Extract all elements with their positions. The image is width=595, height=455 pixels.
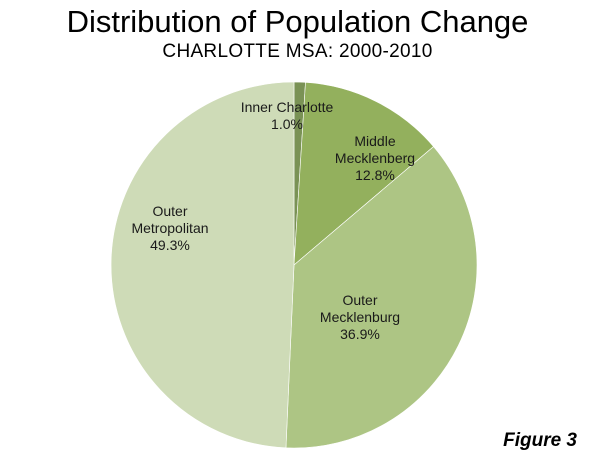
- slice-label: Outer Metropolitan 49.3%: [131, 203, 208, 253]
- pie-slices: [110, 81, 478, 449]
- slice-label-line: Outer: [342, 292, 377, 308]
- slice-label: Middle Mecklenberg 12.8%: [335, 133, 415, 183]
- slice-label-line: Outer: [152, 203, 187, 219]
- slice-label-line: 49.3%: [150, 237, 190, 253]
- slice-label-line: Metropolitan: [131, 220, 208, 236]
- chart-title: Distribution of Population Change: [66, 4, 529, 39]
- slice-label-line: Mecklenberg: [335, 150, 415, 166]
- pie-labels: Inner Charlotte 1.0%Middle Mecklenberg 12.8…: [131, 99, 415, 342]
- figure-label: Figure 3: [503, 430, 577, 451]
- slice-label: Inner Charlotte 1.0%: [241, 99, 334, 132]
- pie-slice: [285, 146, 478, 449]
- slice-label-line: 1.0%: [271, 116, 303, 132]
- slice-label-line: 12.8%: [355, 167, 395, 183]
- slice-label-line: Middle: [354, 133, 395, 149]
- slice-label-line: Mecklenburg: [320, 309, 400, 325]
- pie-slice: [293, 82, 434, 266]
- pie-slice: [110, 81, 295, 449]
- chart-subtitle: CHARLOTTE MSA: 2000-2010: [162, 41, 433, 62]
- slice-label: Outer Mecklenburg 36.9%: [320, 292, 400, 342]
- slice-label-line: 36.9%: [340, 326, 380, 342]
- slice-label-line: Inner Charlotte: [241, 99, 334, 115]
